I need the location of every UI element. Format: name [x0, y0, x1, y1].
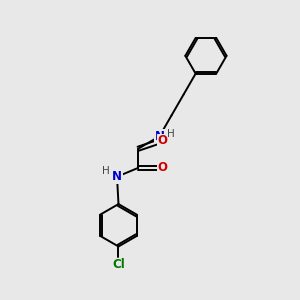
- Text: N: N: [154, 130, 164, 143]
- Text: N: N: [112, 170, 122, 183]
- Text: H: H: [102, 167, 110, 176]
- Text: Cl: Cl: [112, 258, 125, 271]
- Text: O: O: [158, 161, 168, 174]
- Text: O: O: [158, 134, 168, 147]
- Text: H: H: [167, 129, 175, 139]
